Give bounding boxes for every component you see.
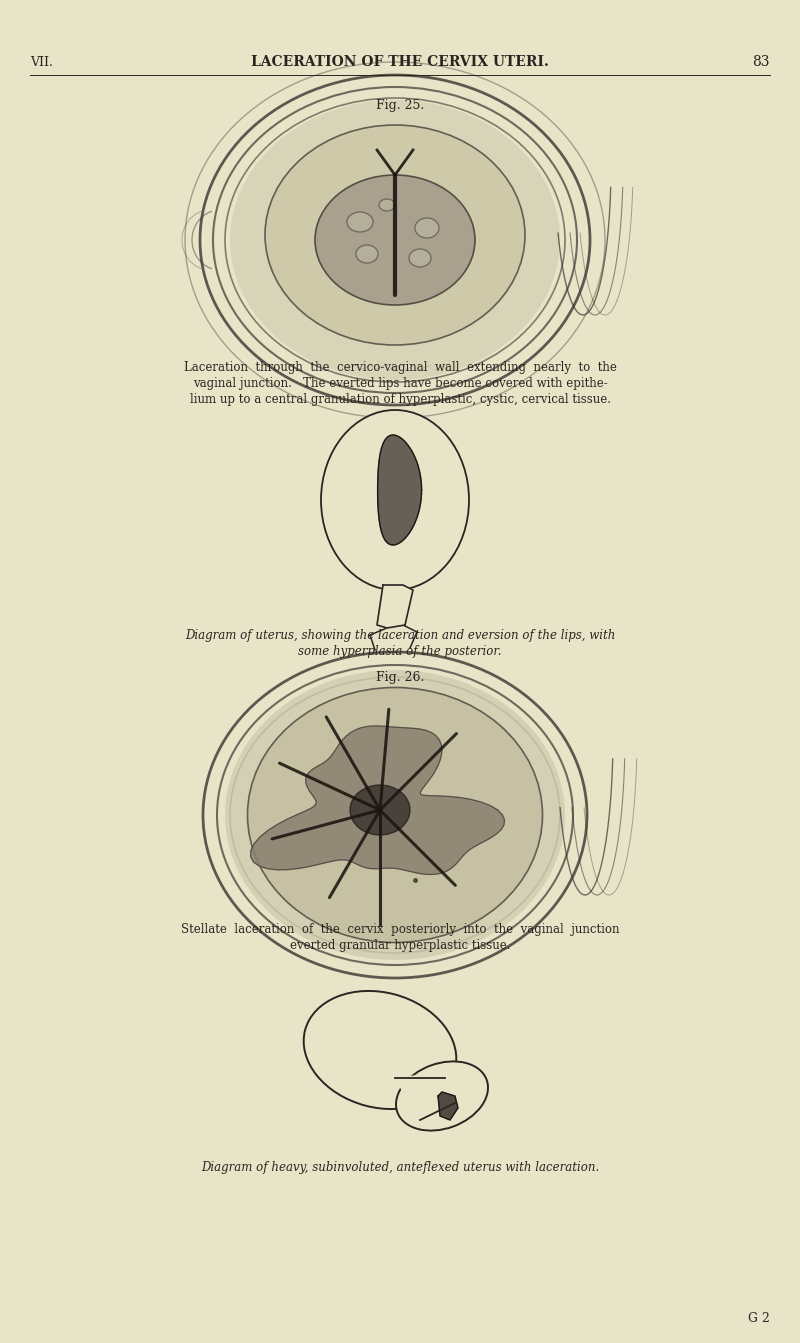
Ellipse shape xyxy=(415,218,439,238)
Polygon shape xyxy=(395,1076,455,1123)
Polygon shape xyxy=(377,586,413,629)
Polygon shape xyxy=(378,435,422,545)
Text: VII.: VII. xyxy=(30,55,53,68)
Polygon shape xyxy=(438,1092,458,1120)
Text: Laceration  through  the  cervico-vaginal  wall  extending  nearly  to  the: Laceration through the cervico-vaginal w… xyxy=(183,361,617,375)
Text: everted granular hyperplastic tissue.: everted granular hyperplastic tissue. xyxy=(290,940,510,952)
Text: LACERATION OF THE CERVIX UTERI.: LACERATION OF THE CERVIX UTERI. xyxy=(251,55,549,68)
Ellipse shape xyxy=(409,248,431,267)
Text: G 2: G 2 xyxy=(748,1312,770,1324)
Text: Stellate  laceration  of  the  cervix  posteriorly  into  the  vaginal  junction: Stellate laceration of the cervix poster… xyxy=(181,924,619,936)
Ellipse shape xyxy=(396,1061,488,1131)
Text: vaginal junction.   The everted lips have become covered with epithe-: vaginal junction. The everted lips have … xyxy=(193,377,607,391)
Ellipse shape xyxy=(356,244,378,263)
Text: Diagram of uterus, showing the laceration and eversion of the lips, with: Diagram of uterus, showing the laceratio… xyxy=(185,629,615,642)
Ellipse shape xyxy=(379,199,395,211)
Text: lium up to a central granulation of hyperplastic, cystic, cervical tissue.: lium up to a central granulation of hype… xyxy=(190,393,610,407)
Ellipse shape xyxy=(247,688,542,943)
Ellipse shape xyxy=(230,99,560,380)
Ellipse shape xyxy=(304,991,456,1109)
Ellipse shape xyxy=(225,670,565,960)
Text: Fig. 25.: Fig. 25. xyxy=(376,98,424,111)
Text: 83: 83 xyxy=(753,55,770,68)
Text: Diagram of heavy, subinvoluted, anteflexed uterus with laceration.: Diagram of heavy, subinvoluted, anteflex… xyxy=(201,1162,599,1175)
Ellipse shape xyxy=(350,786,410,835)
Text: some hyperplasia of the posterior.: some hyperplasia of the posterior. xyxy=(298,645,502,658)
Polygon shape xyxy=(250,727,505,874)
Ellipse shape xyxy=(321,410,469,590)
Ellipse shape xyxy=(347,212,373,232)
Ellipse shape xyxy=(265,125,525,345)
Text: Fig. 26.: Fig. 26. xyxy=(376,672,424,685)
Ellipse shape xyxy=(315,175,475,305)
